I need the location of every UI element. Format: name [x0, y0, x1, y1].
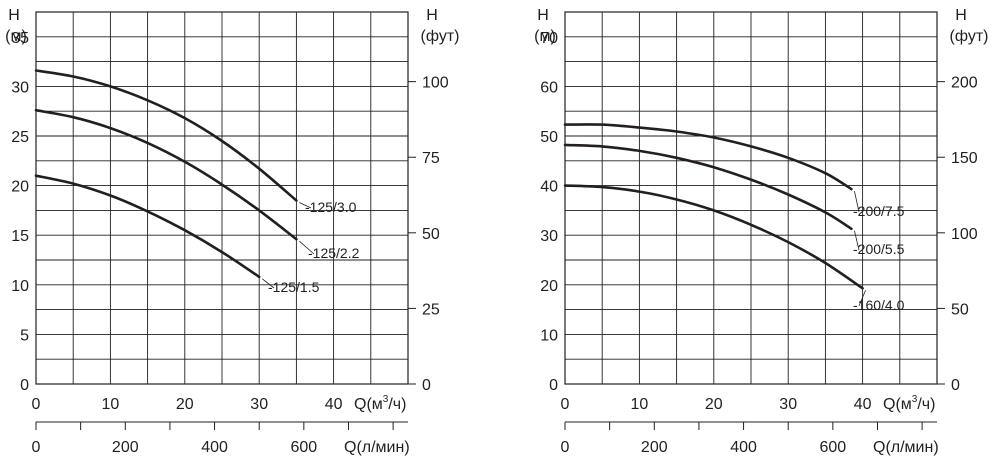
y-tick-label: 15: [11, 228, 29, 245]
y-tick-label: 60: [540, 79, 558, 96]
series-curve-16040: [563, 184, 864, 290]
y2-tick-label: 150: [951, 150, 978, 167]
x-axis-title: Q(м3/ч): [883, 394, 935, 413]
x-axis-title-post: /ч): [917, 396, 935, 413]
y-tick-label: 70: [540, 30, 558, 47]
y-axis-title-symbol: H: [8, 7, 20, 24]
series-label: -200/5.5: [853, 241, 905, 257]
y2-axis-title-symbol: H: [955, 7, 967, 24]
y-tick-label: 0: [20, 377, 29, 394]
x-tick-label: 30: [779, 396, 797, 413]
x-axis-title-pre: Q(м: [883, 396, 912, 413]
y2-tick-label: 100: [951, 226, 978, 243]
x2-tick-label: 200: [112, 439, 139, 456]
x-tick-label: 10: [102, 396, 120, 413]
y-tick-label: 25: [11, 129, 29, 146]
plot-frame: [35, 11, 409, 385]
x-axis-title: Q(м3/ч): [354, 394, 406, 413]
y-tick-label: 5: [20, 327, 29, 344]
y2-tick-label: 50: [951, 301, 969, 318]
x2-axis-title: Q(л/мин): [344, 439, 410, 456]
series-curve-20055: [563, 143, 853, 231]
x-axis-title-pre: Q(м: [354, 396, 383, 413]
x2-tick-label: 400: [730, 439, 757, 456]
x2-tick-label: 0: [561, 439, 570, 456]
series-curve-12515: [34, 174, 261, 279]
x-axis-title-sup: 3: [383, 394, 389, 405]
grid: [35, 11, 409, 385]
y-tick-label: 30: [540, 228, 558, 245]
y-tick-label: 20: [540, 278, 558, 295]
y-axis-title-unit: (м): [534, 28, 556, 45]
grid: [564, 11, 938, 385]
y2-axis-title-symbol: H: [426, 7, 438, 24]
plot-frame: [564, 11, 938, 385]
y-tick-label: 20: [11, 179, 29, 196]
y-tick-label: 35: [11, 30, 29, 47]
x2-tick-label: 400: [201, 439, 228, 456]
x2-tick-label: 600: [290, 439, 317, 456]
series-label: -125/1.5: [268, 279, 320, 295]
y2-tick-label: 0: [422, 377, 431, 394]
x-tick-label: 0: [561, 396, 570, 413]
y2-tick-label: 200: [951, 75, 978, 92]
series-leader: [858, 290, 866, 307]
x-tick-label: 30: [250, 396, 268, 413]
series-leader: [299, 240, 315, 255]
series-label: -200/7.5: [853, 203, 905, 219]
y2-axis-title-unit: (фут): [421, 28, 460, 45]
y2-tick-label: 25: [422, 301, 440, 318]
y-tick-label: 40: [540, 179, 558, 196]
x-tick-label: 10: [631, 396, 649, 413]
y-tick-label: 50: [540, 129, 558, 146]
y2-tick-label: 50: [422, 226, 440, 243]
x-tick-label: 20: [176, 396, 194, 413]
series-label: -160/4.0: [853, 297, 905, 313]
series-label: -125/3.0: [305, 199, 357, 215]
y-tick-label: 10: [11, 278, 29, 295]
y-tick-label: 0: [549, 377, 558, 394]
y2-tick-label: 100: [422, 75, 449, 92]
series-leader: [854, 230, 860, 251]
y-tick-label: 10: [540, 327, 558, 344]
x-tick-label: 40: [854, 396, 872, 413]
series-leader: [854, 190, 860, 213]
x2-tick-label: 0: [32, 439, 41, 456]
y2-axis-title-unit: (фут): [950, 28, 989, 45]
x-tick-label: 20: [705, 396, 723, 413]
x2-tick-label: 200: [641, 439, 668, 456]
x2-tick-label: 600: [819, 439, 846, 456]
series-curve-12530: [34, 69, 298, 202]
series-curve-12522: [34, 108, 298, 241]
series-label: -125/2.2: [308, 245, 360, 261]
y2-tick-label: 75: [422, 150, 440, 167]
x-tick-label: 40: [325, 396, 343, 413]
x-axis-title-post: /ч): [388, 396, 406, 413]
y-axis-title-symbol: H: [537, 7, 549, 24]
x-tick-label: 0: [32, 396, 41, 413]
series-leader: [299, 202, 312, 209]
series-leader: [261, 278, 275, 289]
x2-axis-title: Q(л/мин): [873, 439, 939, 456]
x-axis-title-sup: 3: [912, 394, 918, 405]
y-tick-label: 30: [11, 79, 29, 96]
series-curve-20075: [563, 123, 853, 191]
y-axis-title-unit: (м): [5, 28, 27, 45]
y2-tick-label: 0: [951, 377, 960, 394]
